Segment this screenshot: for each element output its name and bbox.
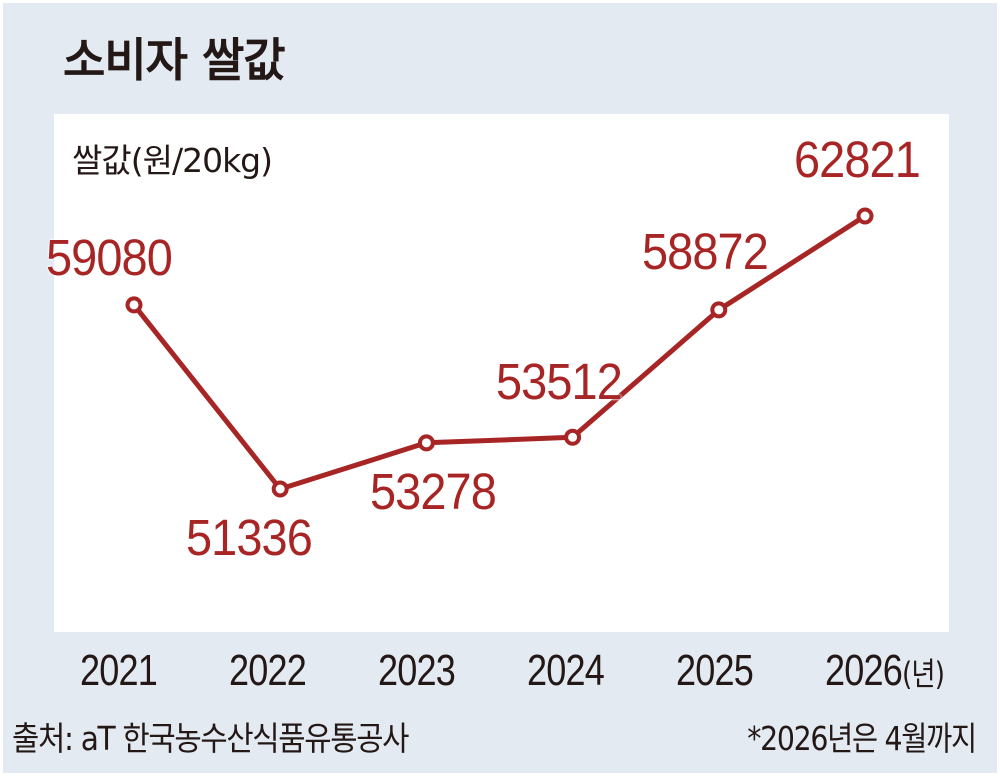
data-label-2026: 62821 <box>794 131 921 188</box>
chart-title: 소비자 쌀값 <box>63 33 286 87</box>
x-tick-2024: 2024 <box>527 646 605 695</box>
marker-2023 <box>417 434 435 452</box>
data-label-2021: 59080 <box>46 229 173 286</box>
data-label-2022: 51336 <box>186 509 313 566</box>
marker-2022 <box>271 480 289 498</box>
marker-2024 <box>564 428 582 446</box>
plot-panel <box>54 114 949 632</box>
x-tick-2022: 2022 <box>229 646 307 695</box>
x-tick-2026-year: 2026 <box>825 646 903 695</box>
data-label-2023: 53278 <box>370 463 497 520</box>
data-markers <box>125 207 874 498</box>
footnote: *2026년은 4월까지 <box>747 719 977 758</box>
x-tick-2026: 2026(년) <box>825 646 945 696</box>
x-tick-2021: 2021 <box>80 646 158 695</box>
y-unit-label: 쌀값(원/20kg) <box>72 141 273 180</box>
marker-2021 <box>125 296 143 314</box>
data-label-2024: 53512 <box>496 353 623 410</box>
data-label-2025: 58872 <box>642 223 769 280</box>
x-tick-2023: 2023 <box>378 646 456 695</box>
price-line <box>131 213 868 492</box>
marker-2025 <box>710 301 728 319</box>
marker-2026 <box>856 207 874 225</box>
x-tick-2025: 2025 <box>676 646 754 695</box>
source-credit: 출처: aT 한국농수산식품유통공사 <box>12 719 410 758</box>
x-unit-label: (년) <box>901 655 945 693</box>
